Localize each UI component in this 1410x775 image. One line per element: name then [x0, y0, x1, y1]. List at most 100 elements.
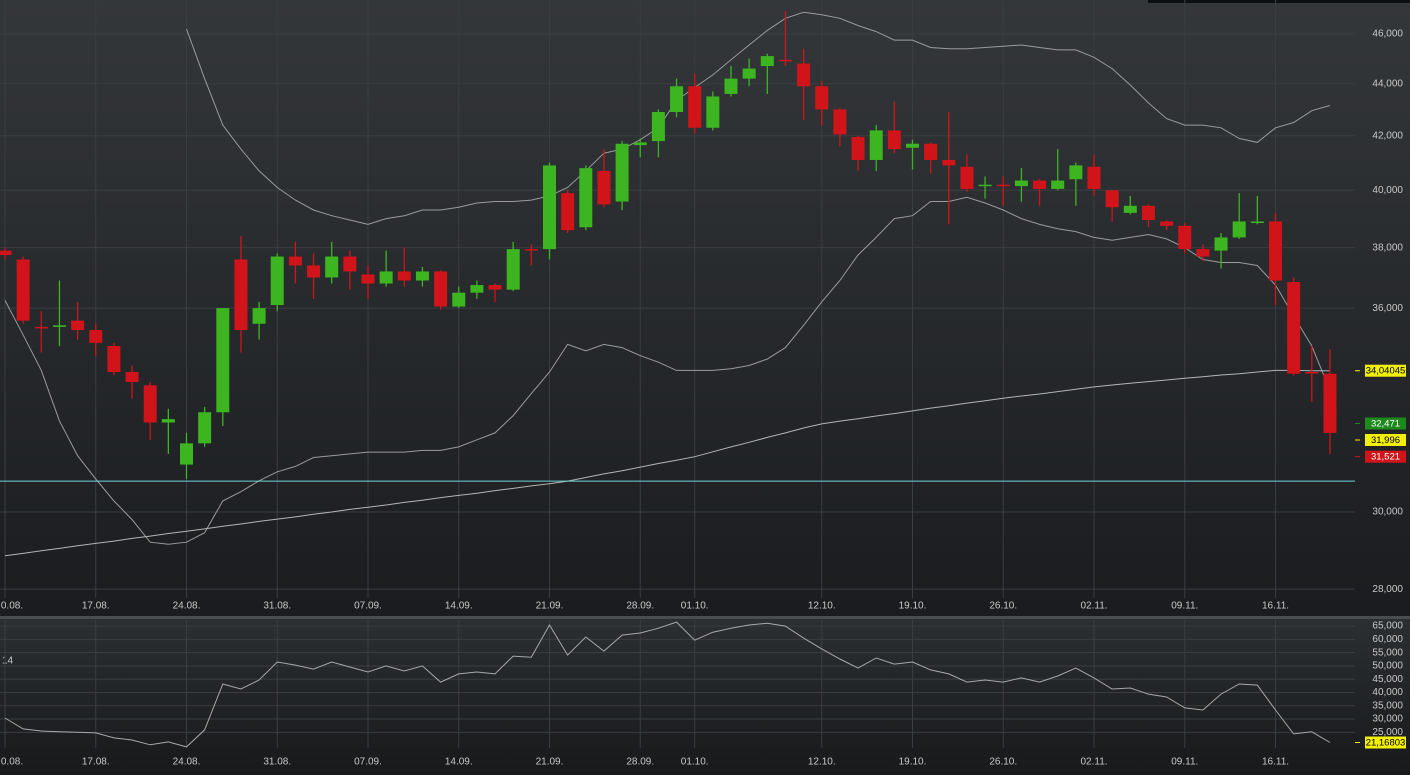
x-tick-label: 19.10.	[899, 601, 927, 612]
y-tick-label: 45,000	[1372, 674, 1403, 685]
x-tick-label: 21.09.	[536, 757, 564, 768]
candle-body	[942, 159, 956, 166]
indicator-panel	[0, 619, 1410, 775]
top-bar	[1148, 0, 1410, 3]
x-tick-label: 16.11.	[1262, 601, 1289, 612]
x-tick-label: 19.10.	[899, 757, 927, 768]
candle-body	[724, 78, 738, 94]
y-tick-label: 25,000	[1372, 727, 1403, 738]
x-tick-label: 02.11.	[1080, 757, 1107, 768]
candle-body	[797, 63, 811, 87]
candle-body	[760, 56, 774, 67]
y-tick-label: 28,000	[1372, 584, 1403, 595]
y-tick-label: 42,000	[1372, 130, 1403, 141]
candle-body	[198, 412, 212, 444]
candle-body	[633, 142, 647, 146]
x-tick-label: 01.10.	[681, 601, 709, 612]
candle-body	[869, 130, 883, 160]
x-tick-label: 28.09.	[626, 601, 654, 612]
x-tick-label: 12.10.	[808, 601, 836, 612]
candle-body	[34, 326, 48, 329]
candle-body	[1305, 372, 1319, 374]
candle-body	[960, 166, 974, 189]
candle-body	[1123, 205, 1137, 213]
x-tick-label: 26.10.	[989, 601, 1017, 612]
candle-body	[1033, 180, 1047, 189]
x-tick-label: 21.09.	[536, 601, 564, 612]
price-tag	[1365, 736, 1406, 749]
x-tick-label: 14.09.	[445, 757, 473, 768]
candle-body	[71, 320, 85, 331]
x-tick-label: 14.09.	[445, 601, 473, 612]
candle-body	[1160, 221, 1174, 226]
candle-body	[579, 168, 593, 228]
y-tick-label: 60,000	[1372, 634, 1403, 645]
candle-body	[706, 96, 720, 128]
candle-body	[742, 68, 756, 79]
x-tick-label: 26.10.	[989, 757, 1017, 768]
y-tick-label: 40,000	[1372, 687, 1403, 698]
candle-body	[924, 143, 938, 160]
candle-body	[1232, 221, 1246, 238]
y-tick-label: 40,000	[1372, 185, 1403, 196]
y-tick-label: 55,000	[1372, 647, 1403, 658]
price-tag-label: 34,04045	[1366, 366, 1406, 377]
candle-body	[597, 170, 611, 205]
candle-body	[161, 419, 175, 423]
x-tick-label: 31.08.	[263, 601, 291, 612]
candle-body	[1178, 225, 1192, 250]
candle-body	[815, 86, 829, 110]
candle-body	[833, 109, 847, 135]
candle-body	[543, 165, 556, 250]
x-tick-label: 28.09.	[626, 757, 654, 768]
x-tick-label: 0.08.	[1, 757, 23, 768]
candle-body	[906, 143, 919, 148]
price-tag-label: 31,996	[1371, 435, 1400, 446]
y-tick-label: 38,000	[1372, 242, 1403, 253]
x-tick-label: 17.08.	[82, 757, 110, 768]
candle-body	[1269, 221, 1282, 281]
candle-body	[1250, 221, 1264, 223]
candle-body	[361, 274, 375, 284]
candle-body	[851, 137, 865, 160]
candle-body	[524, 249, 538, 251]
y-tick-label: 65,000	[1372, 621, 1403, 632]
candle-body	[651, 112, 665, 142]
candle-body	[1214, 237, 1228, 251]
indicator-label: 14	[2, 656, 14, 667]
x-tick-label: 07.09.	[354, 601, 382, 612]
candle-body	[270, 256, 284, 306]
candle-body	[16, 259, 30, 321]
x-tick-label: 0.08.	[1, 601, 23, 612]
indicator-line	[4, 621, 1331, 748]
price-tag-label: 21,16803	[1366, 738, 1406, 749]
x-tick-label: 17.08.	[82, 601, 110, 612]
candle-body	[397, 271, 411, 281]
x-tick-label: 09.11.	[1171, 601, 1198, 612]
candle-body	[143, 385, 157, 423]
overlay-line	[4, 369, 1330, 557]
candle-body	[688, 86, 702, 128]
candle-body	[307, 265, 321, 278]
y-tick-label: 35,000	[1372, 700, 1403, 711]
price-tag	[1365, 364, 1406, 377]
y-tick-label: 30,000	[1372, 507, 1403, 518]
candle-body	[1196, 249, 1210, 257]
candle-body	[1014, 180, 1028, 187]
candle-body	[1323, 373, 1337, 433]
candle-body	[778, 59, 792, 62]
candle-body	[234, 259, 248, 331]
candle-body	[343, 256, 357, 272]
candle-body	[288, 256, 302, 266]
candle-body	[506, 249, 520, 290]
candle-body	[89, 330, 103, 343]
y-tick-label: 30,000	[1372, 714, 1403, 725]
candle-body	[325, 256, 339, 278]
candle-body	[996, 184, 1010, 187]
candle-body	[52, 325, 66, 327]
price-tag-label: 32,471	[1371, 419, 1400, 430]
candle-body	[1141, 205, 1155, 221]
candle-body	[452, 292, 466, 307]
price-tag	[1365, 433, 1406, 446]
